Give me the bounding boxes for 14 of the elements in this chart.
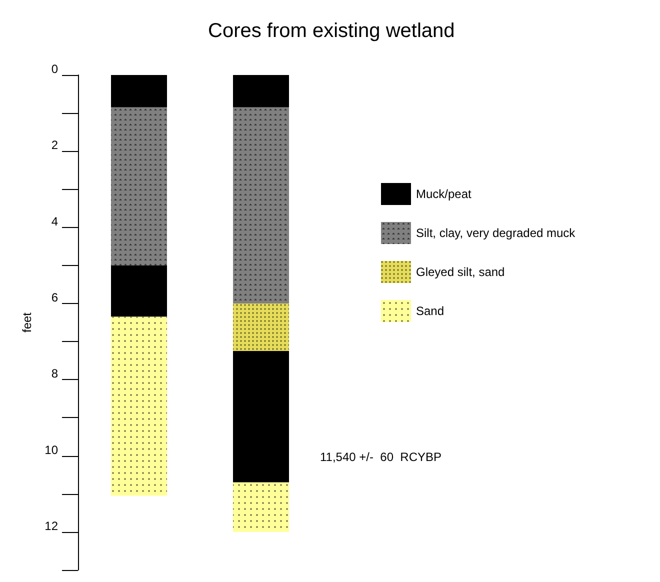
legend-label: Gleyed silt, sand bbox=[416, 265, 505, 279]
y-tick-label: 8 bbox=[51, 366, 58, 381]
y-tick-label: 10 bbox=[44, 442, 58, 457]
legend-label: Muck/peat bbox=[416, 187, 472, 201]
y-tick-label: 0 bbox=[51, 62, 58, 76]
y-tick-label: 2 bbox=[51, 138, 58, 152]
legend-label: Sand bbox=[416, 304, 444, 318]
y-axis-title: feet bbox=[20, 312, 34, 333]
y-tick-label: 6 bbox=[51, 290, 58, 304]
legend-label: Silt, clay, very degraded muck bbox=[416, 226, 576, 240]
chart-title: Cores from existing wetland bbox=[208, 20, 455, 42]
y-tick-label: 12 bbox=[44, 518, 58, 533]
y-tick-label: 4 bbox=[51, 214, 58, 228]
annotation: 11,540 +/- 60 RCYBP bbox=[320, 450, 442, 464]
